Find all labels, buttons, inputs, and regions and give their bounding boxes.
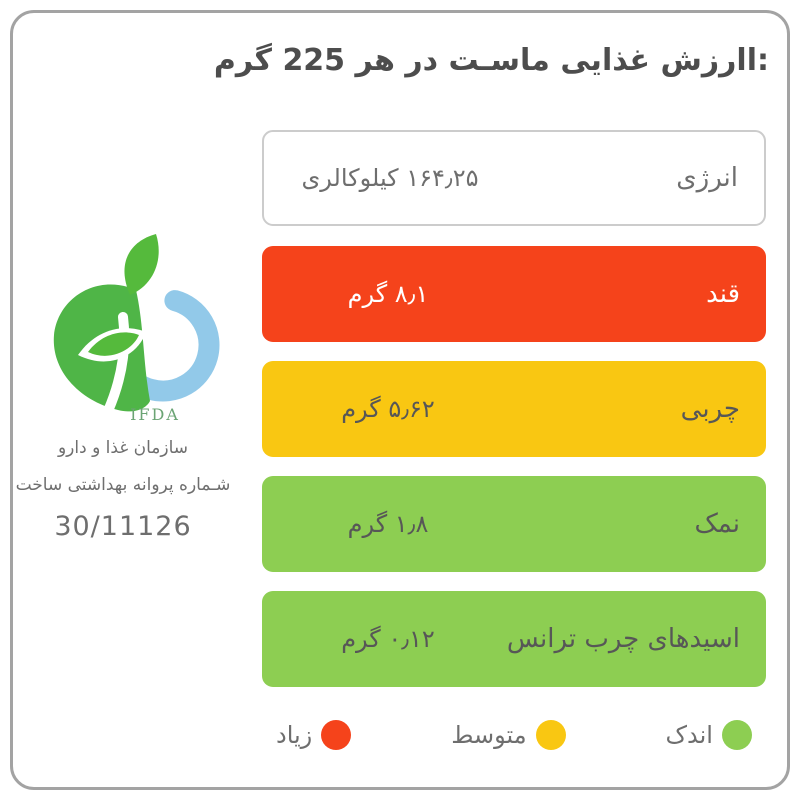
row-value: ۰٫۱۲ گرم [341,625,435,653]
organization-name: سازمان غذا و دارو [57,438,189,458]
row-sugar: قند ۸٫۱ گرم [262,246,766,342]
row-salt: نمک ۱٫۸ گرم [262,476,766,572]
row-value: ۵٫۶۲ گرم [341,395,435,423]
row-value: ۱٫۸ گرم [347,510,429,538]
legend-dot-high-icon [321,720,352,750]
row-trans-fat: اسیدهای چرب ترانس ۰٫۱۲ گرم [262,591,766,687]
green-apple-icon [53,284,150,416]
row-label: انرژی [676,163,738,193]
row-label: اسیدهای چرب ترانس [506,624,740,654]
legend-item-high: زیاد [276,720,352,750]
legend-label: اندک [665,721,713,749]
license-number: 30/11126 [54,511,192,542]
row-label: قند [706,279,740,309]
legend-dot-low-icon [721,720,752,750]
legend-item-medium: متوسط [451,720,566,750]
ifda-logo-text: IFDA [130,405,180,423]
nutrition-card: :اارزش غذایی ماسـت در هر 225 گرم IFDA سا… [10,10,790,790]
top-leaf-icon [124,234,159,295]
row-fat: چربی ۵٫۶۲ گرم [262,361,766,457]
legend: زیاد متوسط اندک [262,713,766,757]
legend-item-low: اندک [666,720,752,750]
inner-leaf-icon [88,332,139,356]
legend-label: زیاد [276,721,313,749]
row-label: چربی [680,394,740,424]
legend-dot-medium-icon [535,720,566,750]
legend-label: متوسط [451,721,527,749]
row-value: ۸٫۱ گرم [347,280,429,308]
row-value: ۱۶۴٫۲۵ کیلوکالری [301,164,479,192]
ifda-logo: IFDA [53,234,220,423]
row-label: نمک [694,509,740,539]
row-energy: انرژی ۱۶۴٫۲۵ کیلوکالری [262,130,766,226]
page-title: :اارزش غذایی ماسـت در هر 225 گرم [213,43,769,78]
license-label: شـماره پروانه بهداشتی ساخت [15,475,231,495]
